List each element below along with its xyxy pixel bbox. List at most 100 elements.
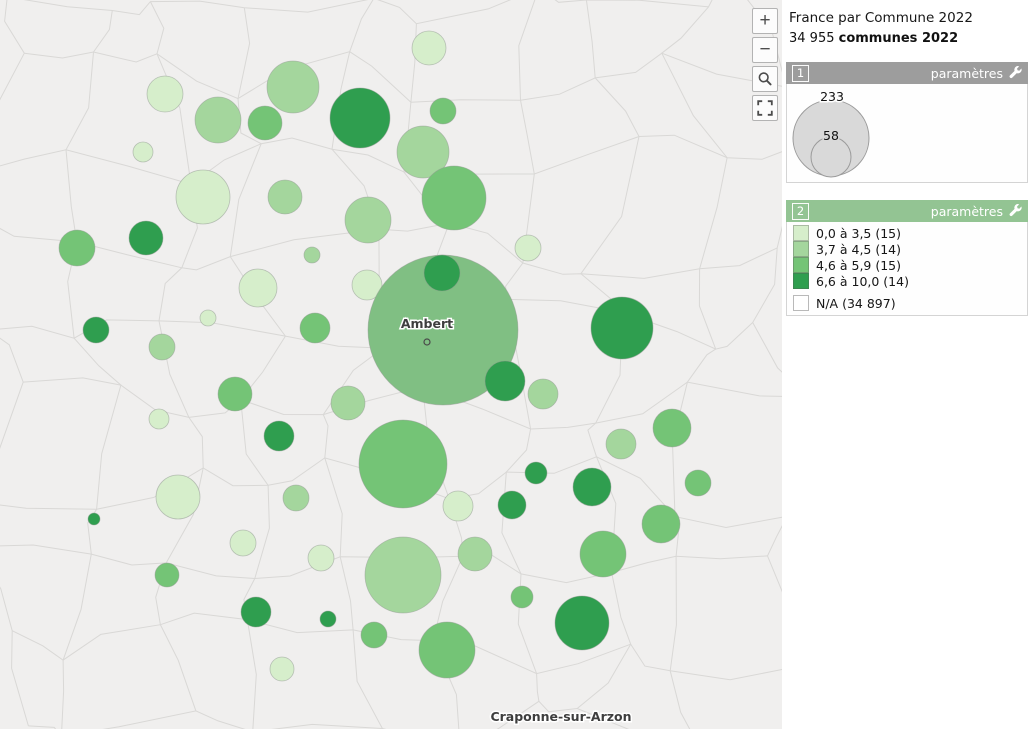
class-swatch	[793, 225, 809, 241]
map-zoom-controls: + −	[752, 8, 778, 121]
legend-class-row: 0,0 à 3,5 (15)	[793, 225, 1027, 241]
legend-inner-value: 58	[823, 128, 839, 143]
commune-circle[interactable]	[411, 30, 447, 66]
commune-circle[interactable]	[87, 512, 101, 526]
commune-circle[interactable]	[132, 141, 154, 163]
zoom-out-button[interactable]: −	[752, 37, 778, 63]
commune-circle[interactable]	[524, 461, 548, 485]
zoom-rectangle-button[interactable]	[752, 66, 778, 92]
commune-circle[interactable]	[267, 179, 303, 215]
subtitle-bold: communes 2022	[838, 31, 959, 46]
commune-circle[interactable]	[303, 246, 321, 264]
class-label: 4,6 à 5,9 (15)	[816, 257, 901, 273]
class-swatch	[793, 241, 809, 257]
commune-circle[interactable]	[199, 309, 217, 327]
commune-circle[interactable]	[154, 562, 180, 588]
commune-circle[interactable]	[247, 105, 283, 141]
layer-2-header[interactable]: 2 paramètres	[786, 200, 1028, 222]
commune-circle[interactable]	[299, 312, 331, 344]
commune-circle[interactable]	[175, 169, 231, 225]
commune-circle[interactable]	[269, 656, 295, 682]
commune-circle[interactable]	[396, 125, 450, 179]
sidebar: France par Commune 2022 34 955 communes …	[782, 0, 1028, 729]
commune-circle[interactable]	[240, 596, 272, 628]
class-label: 3,7 à 4,5 (14)	[816, 241, 901, 257]
commune-circle[interactable]	[155, 474, 201, 520]
commune-circle[interactable]	[457, 536, 493, 572]
wrench-icon[interactable]	[1009, 202, 1022, 221]
commune-circle[interactable]	[510, 585, 534, 609]
commune-circle[interactable]	[590, 296, 654, 360]
layer-2-settings-label[interactable]: paramètres	[930, 203, 1003, 219]
commune-circle[interactable]	[418, 621, 476, 679]
place-label: Craponne-sur-Arzon	[490, 709, 631, 724]
title-block: France par Commune 2022 34 955 communes …	[782, 0, 1028, 49]
place-label: Ambert	[401, 316, 453, 331]
commune-circle[interactable]	[641, 504, 681, 544]
commune-circle[interactable]	[307, 544, 335, 572]
commune-circle[interactable]	[148, 333, 176, 361]
commune-circle[interactable]	[484, 360, 526, 402]
layer-2-number: 2	[792, 202, 809, 220]
layer-2-legend[interactable]: 0,0 à 3,5 (15) 3,7 à 4,5 (14) 4,6 à 5,9 …	[786, 222, 1028, 316]
commune-circle[interactable]	[194, 96, 242, 144]
commune-circle[interactable]	[330, 385, 366, 421]
commune-circle[interactable]	[82, 316, 110, 344]
na-swatch	[793, 295, 809, 311]
commune-circle[interactable]	[572, 467, 612, 507]
class-label: 0,0 à 3,5 (15)	[816, 225, 901, 241]
commune-circle[interactable]	[319, 610, 337, 628]
wrench-icon[interactable]	[1009, 64, 1022, 83]
layer-panel-2: 2 paramètres 0,0 à 3,5 (15) 3,7 à 4,5 (1…	[786, 200, 1028, 316]
commune-circle[interactable]	[329, 87, 391, 149]
layer-panel-1: 1 paramètres 233 58	[786, 62, 1028, 183]
commune-circle[interactable]	[351, 269, 383, 301]
commune-circle[interactable]	[263, 420, 295, 452]
commune-circle[interactable]	[514, 234, 542, 262]
layer-1-legend[interactable]: 233 58	[786, 84, 1028, 183]
zoom-in-button[interactable]: +	[752, 8, 778, 34]
fullscreen-icon	[757, 100, 773, 116]
map-svg[interactable]: Ambert Craponne-sur-Arzon	[0, 0, 782, 729]
map-title: France par Commune 2022	[789, 10, 973, 26]
map-subtitle: 34 955 communes 2022	[789, 29, 1024, 49]
commune-circle[interactable]	[266, 60, 320, 114]
commune-circle[interactable]	[429, 97, 457, 125]
commune-circle[interactable]	[652, 408, 692, 448]
legend-class-row: 3,7 à 4,5 (14)	[793, 241, 1027, 257]
class-label: 6,6 à 10,0 (14)	[816, 273, 909, 289]
commune-circle[interactable]	[360, 621, 388, 649]
map-canvas[interactable]: Ambert Craponne-sur-Arzon + −	[0, 0, 782, 729]
layer-1-header[interactable]: 1 paramètres	[786, 62, 1028, 84]
commune-circle[interactable]	[423, 254, 461, 292]
commune-circle[interactable]	[421, 165, 487, 231]
commune-circle[interactable]	[282, 484, 310, 512]
class-swatch	[793, 257, 809, 273]
legend-na-row: N/A (34 897)	[793, 295, 1027, 311]
proportional-circles	[58, 30, 712, 682]
commune-circle[interactable]	[579, 530, 627, 578]
commune-circle[interactable]	[217, 376, 253, 412]
commune-circle[interactable]	[344, 196, 392, 244]
layer-1-settings-label[interactable]: paramètres	[930, 65, 1003, 81]
fullscreen-button[interactable]	[752, 95, 778, 121]
place-marker	[423, 338, 431, 346]
commune-circle[interactable]	[554, 595, 610, 651]
commune-circle[interactable]	[605, 428, 637, 460]
subtitle-count: 34 955	[789, 31, 839, 46]
commune-circle[interactable]	[238, 268, 278, 308]
commune-circle[interactable]	[684, 469, 712, 497]
commune-circle[interactable]	[442, 490, 474, 522]
commune-circle[interactable]	[128, 220, 164, 256]
layer-1-number: 1	[792, 64, 809, 82]
commune-circle[interactable]	[229, 529, 257, 557]
commune-circle[interactable]	[497, 490, 527, 520]
commune-circle[interactable]	[58, 229, 96, 267]
commune-circle[interactable]	[146, 75, 184, 113]
commune-circle[interactable]	[527, 378, 559, 410]
commune-circle[interactable]	[148, 408, 170, 430]
commune-circle[interactable]	[364, 536, 442, 614]
commune-circle[interactable]	[358, 419, 448, 509]
class-swatch	[793, 273, 809, 289]
